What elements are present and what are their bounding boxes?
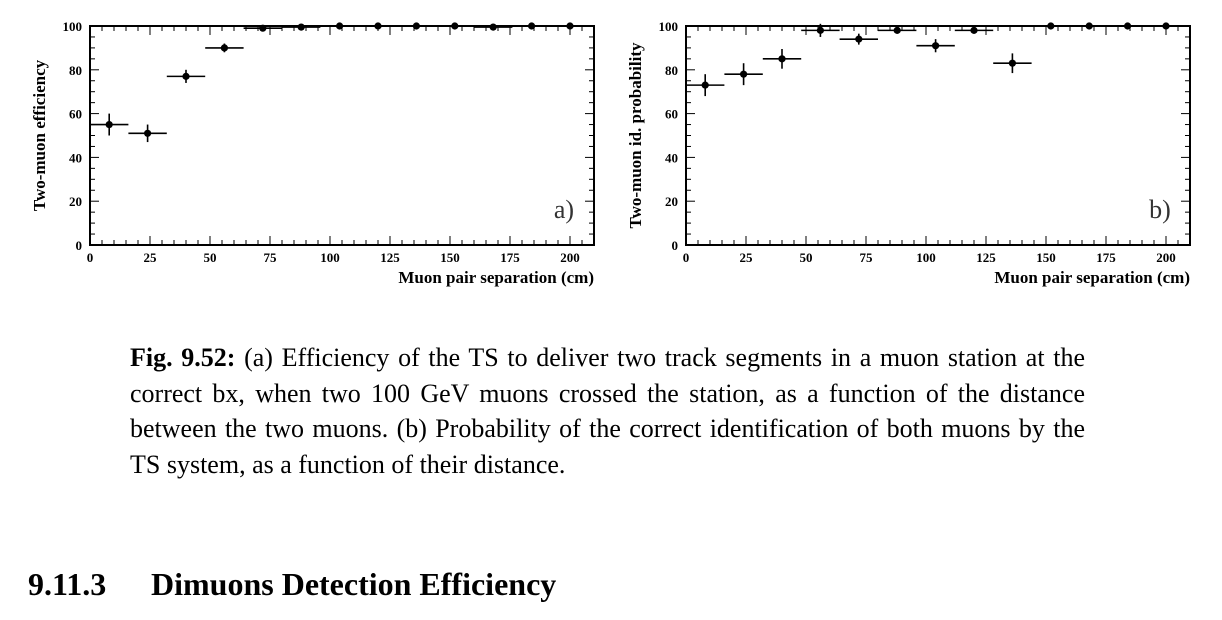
data-point bbox=[90, 113, 129, 136]
data-point bbox=[916, 39, 955, 53]
data-point bbox=[724, 63, 763, 86]
data-marker bbox=[855, 35, 863, 43]
data-marker bbox=[220, 44, 228, 52]
data-point bbox=[801, 23, 840, 37]
data-marker bbox=[932, 42, 940, 50]
data-point bbox=[1031, 22, 1070, 30]
y-tick-label: 40 bbox=[665, 150, 678, 165]
data-marker bbox=[412, 22, 420, 30]
y-tick-label: 0 bbox=[76, 238, 83, 253]
data-point bbox=[1146, 22, 1186, 30]
y-axis-label: Two-muon efficiency bbox=[30, 59, 49, 211]
data-point bbox=[839, 33, 878, 45]
data-point bbox=[243, 24, 282, 32]
x-tick-label: 200 bbox=[560, 250, 580, 265]
x-tick-label: 50 bbox=[800, 250, 813, 265]
data-marker bbox=[816, 26, 824, 34]
data-marker bbox=[970, 26, 978, 34]
x-tick-label: 150 bbox=[1036, 250, 1056, 265]
data-point bbox=[993, 53, 1032, 74]
data-point bbox=[512, 22, 551, 30]
figure-a-efficiency-plot: 0 25 50 75 100 125 150 175 200 0 20 40 60 80 100 Muon p… bbox=[30, 19, 595, 287]
section-title: Dimuons Detection Efficiency bbox=[151, 566, 557, 602]
y-tick-label: 100 bbox=[659, 19, 679, 34]
data-point bbox=[282, 23, 321, 31]
x-tick-label: 150 bbox=[440, 250, 460, 265]
panel-label: a) bbox=[554, 195, 574, 224]
data-marker bbox=[336, 22, 344, 30]
y-tick-label: 0 bbox=[672, 238, 679, 253]
data-point bbox=[878, 26, 917, 34]
data-marker bbox=[701, 81, 709, 89]
x-tick-label: 75 bbox=[860, 250, 874, 265]
data-point bbox=[762, 48, 802, 69]
data-point bbox=[166, 69, 206, 83]
data-marker bbox=[259, 24, 267, 32]
x-tick-label: 100 bbox=[320, 250, 340, 265]
x-tick-label: 125 bbox=[380, 250, 400, 265]
plot-frame bbox=[89, 25, 595, 246]
data-marker bbox=[528, 22, 536, 30]
data-marker bbox=[297, 23, 305, 31]
data-point bbox=[474, 23, 513, 31]
x-axis-label: Muon pair separation (cm) bbox=[994, 268, 1190, 287]
y-axis-label: Two-muon id. probability bbox=[626, 42, 645, 228]
data-marker bbox=[182, 72, 190, 80]
data-marker bbox=[1124, 22, 1132, 30]
plot-frame bbox=[685, 25, 1191, 246]
data-marker bbox=[105, 120, 113, 129]
x-tick-label: 200 bbox=[1156, 250, 1176, 265]
section-number: 9.11.3 bbox=[28, 566, 107, 602]
y-tick-label: 80 bbox=[665, 63, 678, 78]
data-marker bbox=[374, 22, 382, 30]
data-point bbox=[954, 26, 994, 34]
x-axis-label: Muon pair separation (cm) bbox=[398, 268, 594, 287]
panel-label: b) bbox=[1149, 195, 1171, 224]
x-tick-label: 175 bbox=[500, 250, 520, 265]
y-tick-label: 20 bbox=[69, 194, 82, 209]
figure-caption-label: Fig. 9.52: bbox=[130, 343, 236, 372]
data-marker bbox=[740, 70, 748, 78]
data-point bbox=[320, 22, 359, 30]
data-marker bbox=[489, 23, 497, 31]
data-marker bbox=[1085, 22, 1093, 30]
y-tick-label: 20 bbox=[665, 194, 678, 209]
data-marker bbox=[893, 26, 901, 34]
data-marker bbox=[778, 55, 786, 63]
data-point bbox=[435, 22, 474, 30]
x-tick-label: 25 bbox=[740, 250, 754, 265]
data-point bbox=[397, 22, 436, 30]
x-tick-label: 100 bbox=[916, 250, 936, 265]
section-heading: 9.11.3 Dimuons Detection Efficiency bbox=[28, 566, 556, 603]
x-tick-label: 175 bbox=[1096, 250, 1116, 265]
y-tick-label: 60 bbox=[665, 107, 678, 122]
figure-caption: Fig. 9.52: (a) Efficiency of the TS to d… bbox=[130, 340, 1085, 482]
data-marker bbox=[566, 22, 574, 30]
data-point bbox=[128, 124, 167, 143]
data-point bbox=[358, 22, 398, 30]
x-tick-label: 0 bbox=[87, 250, 94, 265]
data-marker bbox=[1162, 22, 1170, 30]
x-tick-label: 0 bbox=[683, 250, 690, 265]
y-tick-label: 100 bbox=[63, 19, 83, 34]
data-point bbox=[550, 22, 590, 30]
y-tick-label: 80 bbox=[69, 63, 82, 78]
data-marker bbox=[1008, 59, 1016, 67]
x-tick-label: 50 bbox=[204, 250, 217, 265]
figure-b-identification-plot: 0 25 50 75 100 125 150 175 200 0 20 40 60 80 100 Muon p… bbox=[626, 19, 1191, 287]
data-marker bbox=[451, 22, 459, 30]
y-tick-label: 40 bbox=[69, 150, 82, 165]
x-tick-label: 125 bbox=[976, 250, 996, 265]
data-marker bbox=[1047, 22, 1055, 30]
data-point bbox=[1070, 22, 1109, 30]
figure-caption-text: (a) Efficiency of the TS to deliver two … bbox=[130, 343, 1086, 479]
y-tick-label: 60 bbox=[69, 107, 82, 122]
data-marker bbox=[144, 129, 152, 137]
data-point bbox=[686, 74, 725, 97]
x-tick-label: 75 bbox=[264, 250, 278, 265]
data-point bbox=[1108, 22, 1147, 30]
x-tick-label: 25 bbox=[144, 250, 158, 265]
data-point bbox=[205, 43, 244, 53]
